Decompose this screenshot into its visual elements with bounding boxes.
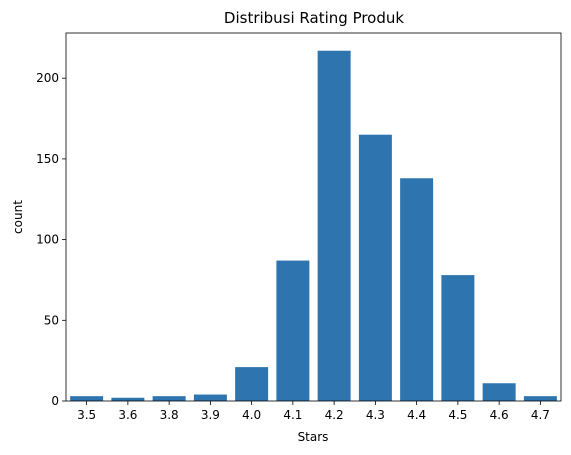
bar-4.3 (358, 134, 392, 401)
bar-4.5 (441, 275, 475, 401)
y-axis-label: count (11, 200, 25, 234)
x-axis: 3.5 3.6 3.8 3.9 4.0 4.1 4.2 4.3 4.4 4.5 4.6 4.7 (77, 401, 550, 422)
x-tick-label: 3.8 (160, 408, 179, 422)
x-tick-label: 4.3 (366, 408, 385, 422)
bar-3.5 (70, 396, 104, 401)
x-axis-label: Stars (298, 430, 329, 444)
bar-4.1 (276, 260, 310, 401)
x-tick-label: 3.5 (77, 408, 96, 422)
x-tick-label: 4.4 (407, 408, 426, 422)
y-tick-label: 0 (51, 394, 59, 408)
y-axis: 0 50 100 150 200 (36, 71, 66, 408)
x-tick-label: 4.0 (242, 408, 261, 422)
x-tick-label: 4.7 (531, 408, 550, 422)
bar-4.4 (400, 178, 434, 401)
x-tick-label: 3.9 (201, 408, 220, 422)
x-tick-label: 4.1 (283, 408, 302, 422)
y-tick-label: 200 (36, 71, 59, 85)
chart-title: Distribusi Rating Produk (224, 9, 404, 27)
bars-group (70, 50, 557, 401)
bar-4.0 (235, 367, 269, 401)
x-tick-label: 4.5 (448, 408, 467, 422)
y-tick-label: 50 (44, 313, 59, 327)
plot-frame (65, 32, 562, 402)
y-tick-label: 150 (36, 152, 59, 166)
bar-4.2 (317, 50, 351, 401)
x-tick-label: 3.6 (118, 408, 137, 422)
bar-4.7 (523, 396, 557, 401)
bar-3.6 (111, 397, 145, 401)
x-tick-label: 4.2 (325, 408, 344, 422)
bar-3.8 (152, 396, 186, 401)
x-tick-label: 4.6 (490, 408, 509, 422)
bar-4.6 (482, 383, 516, 401)
bar-3.9 (193, 394, 227, 401)
y-tick-label: 100 (36, 233, 59, 247)
